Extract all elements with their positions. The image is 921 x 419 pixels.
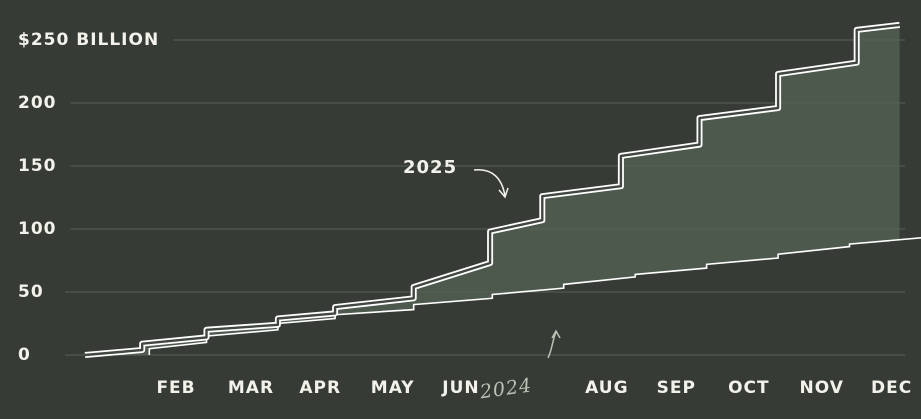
x-tick-label: AUG: [585, 378, 628, 398]
y-tick-label: 0: [18, 345, 31, 365]
x-tick-label: APR: [299, 378, 341, 398]
x-tick-label: SEP: [657, 378, 696, 398]
y-tick-label: 100: [18, 219, 57, 239]
y-tick-label: 150: [18, 156, 57, 176]
y-tick-label: 200: [18, 93, 57, 113]
annotation-arrow: [473, 169, 509, 199]
x-tick-label: JUN: [441, 378, 479, 398]
x-tick-label: MAR: [228, 378, 274, 398]
x-tick-label: MAY: [371, 378, 415, 398]
area-2024-mask: [85, 237, 921, 357]
annotation-arrow: [547, 329, 561, 359]
x-tick-label: OCT: [728, 378, 770, 398]
line-2024: [148, 237, 921, 355]
y-tick-label: $250 BILLION: [18, 30, 159, 50]
y-tick-label: 50: [18, 282, 44, 302]
series-annotation-2025: 2025: [403, 157, 457, 178]
series-annotation-2024: 2024: [478, 374, 534, 403]
line-2025-inner: [84, 23, 900, 357]
x-tick-label: FEB: [156, 378, 195, 398]
x-tick-label: DEC: [871, 378, 912, 398]
x-tick-label: NOV: [800, 378, 844, 398]
